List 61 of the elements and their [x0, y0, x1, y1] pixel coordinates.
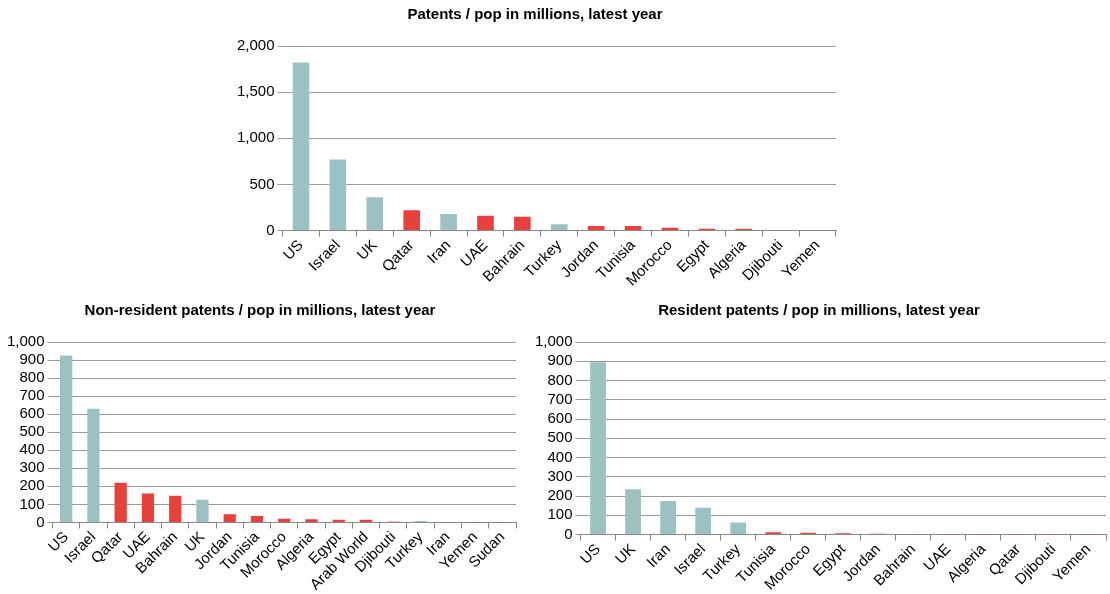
y-tick-label: 400 [547, 447, 573, 465]
y-tick-label: 1,000 [534, 332, 573, 350]
y-tick-label: 300 [19, 458, 45, 476]
bar [624, 225, 642, 231]
y-tick-label: 500 [547, 428, 573, 446]
x-tick-label: US [576, 539, 604, 567]
bar [169, 495, 182, 522]
y-tick-label: 0 [564, 524, 573, 542]
y-tick-label: 900 [19, 350, 45, 368]
bar [695, 507, 712, 535]
chart-title: Non-resident patents / pop in millions, latest year [84, 301, 436, 319]
bar [196, 499, 209, 522]
bar [305, 519, 318, 522]
x-tick-label: UK [611, 539, 639, 567]
x-tick-label: Iran [423, 235, 454, 267]
y-tick-label: 500 [249, 174, 275, 192]
bar [477, 215, 494, 231]
bar [730, 522, 747, 535]
bar [514, 216, 531, 231]
bar [625, 489, 641, 535]
y-tick-label: 0 [266, 220, 275, 238]
y-tick-label: 800 [19, 368, 45, 386]
bar [292, 62, 310, 231]
y-tick-label: 1,000 [6, 332, 45, 350]
y-tick-label: 0 [36, 512, 45, 530]
y-tick-label: 400 [19, 440, 45, 458]
bar [223, 514, 236, 522]
y-tick-label: 1,500 [236, 82, 275, 100]
chart-title: Patents / pop in millions, latest year [407, 5, 663, 23]
y-tick-label: 100 [547, 505, 573, 523]
y-tick-label: 200 [547, 486, 573, 504]
y-tick-label: 600 [19, 404, 45, 422]
y-tick-label: 200 [19, 476, 45, 494]
bar [590, 362, 606, 535]
y-tick-label: 100 [19, 494, 45, 512]
bar [60, 355, 73, 522]
bar [141, 493, 155, 522]
x-tick-label: UK [353, 235, 380, 263]
bar [587, 225, 605, 231]
bar [660, 500, 676, 535]
y-tick-label: 700 [547, 389, 573, 407]
x-tick-label: US [279, 235, 307, 263]
bar [250, 516, 264, 522]
bar [366, 197, 384, 231]
bar [87, 408, 100, 522]
y-tick-label: 800 [547, 370, 573, 388]
y-tick-label: 900 [547, 351, 573, 369]
bar [278, 518, 291, 522]
bar [329, 159, 347, 231]
y-tick-label: 600 [547, 409, 573, 427]
y-tick-label: 2,000 [236, 36, 275, 54]
y-tick-label: 500 [19, 422, 45, 440]
bar [550, 224, 568, 231]
bar [403, 210, 420, 231]
y-tick-label: 300 [547, 466, 573, 484]
bar [440, 213, 457, 231]
bar [114, 482, 127, 522]
y-tick-label: 700 [19, 386, 45, 404]
x-tick-label: Iran [642, 539, 674, 571]
y-tick-label: 1,000 [236, 128, 275, 146]
chart-title: Resident patents / pop in millions, latest year [658, 301, 981, 319]
